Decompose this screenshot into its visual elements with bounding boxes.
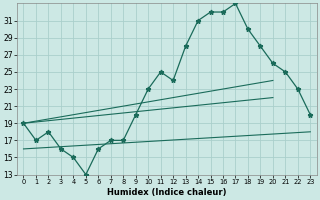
X-axis label: Humidex (Indice chaleur): Humidex (Indice chaleur) — [107, 188, 227, 197]
